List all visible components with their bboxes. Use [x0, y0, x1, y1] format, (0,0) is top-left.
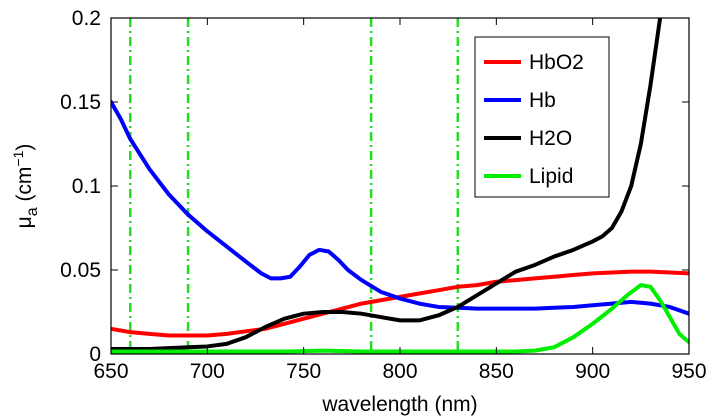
y-label-unit-open: (cm [13, 167, 36, 208]
x-tick-label: 850 [479, 360, 514, 383]
x-tick-label: 750 [286, 360, 321, 383]
x-tick-label: 700 [190, 360, 225, 383]
y-label-unit-close: ) [13, 144, 36, 151]
x-tick-label: 800 [382, 360, 417, 383]
legend-label-lipid: Lipid [529, 165, 573, 188]
series-line-h2o [111, 18, 663, 351]
y-tick-label: 0.2 [72, 7, 101, 30]
y-label-unit-sup: −1 [10, 150, 26, 166]
plot-layer [111, 18, 689, 354]
y-tick-label: 0.05 [60, 259, 101, 282]
legend: HbO2 Hb H2O Lipid [474, 36, 610, 198]
y-axis-label: μa (cm−1) [10, 144, 41, 229]
x-tick-label: 650 [93, 360, 128, 383]
y-tick-label: 0.1 [72, 175, 101, 198]
x-tick-label: 950 [671, 360, 706, 383]
y-tick-label: 0 [89, 343, 101, 366]
legend-label-hbo2: HbO2 [529, 51, 584, 74]
series-line-hb [111, 100, 689, 316]
legend-entries: HbO2 Hb H2O Lipid [484, 51, 584, 188]
x-tick-label: 900 [575, 360, 610, 383]
y-label-base: μ [13, 216, 36, 228]
x-axis-label: wavelength (nm) [321, 393, 477, 416]
legend-label-h2o: H2O [529, 127, 572, 150]
series-line-lipid [111, 283, 689, 354]
plot-area [111, 18, 689, 354]
legend-label-hb: Hb [529, 89, 556, 112]
ticks-layer: 650 700 750 800 850 900 950 0 0.05 0.1 0.15 0.2 [60, 7, 706, 383]
y-tick-label: 0.15 [60, 91, 101, 114]
y-label-sub: a [24, 207, 41, 216]
